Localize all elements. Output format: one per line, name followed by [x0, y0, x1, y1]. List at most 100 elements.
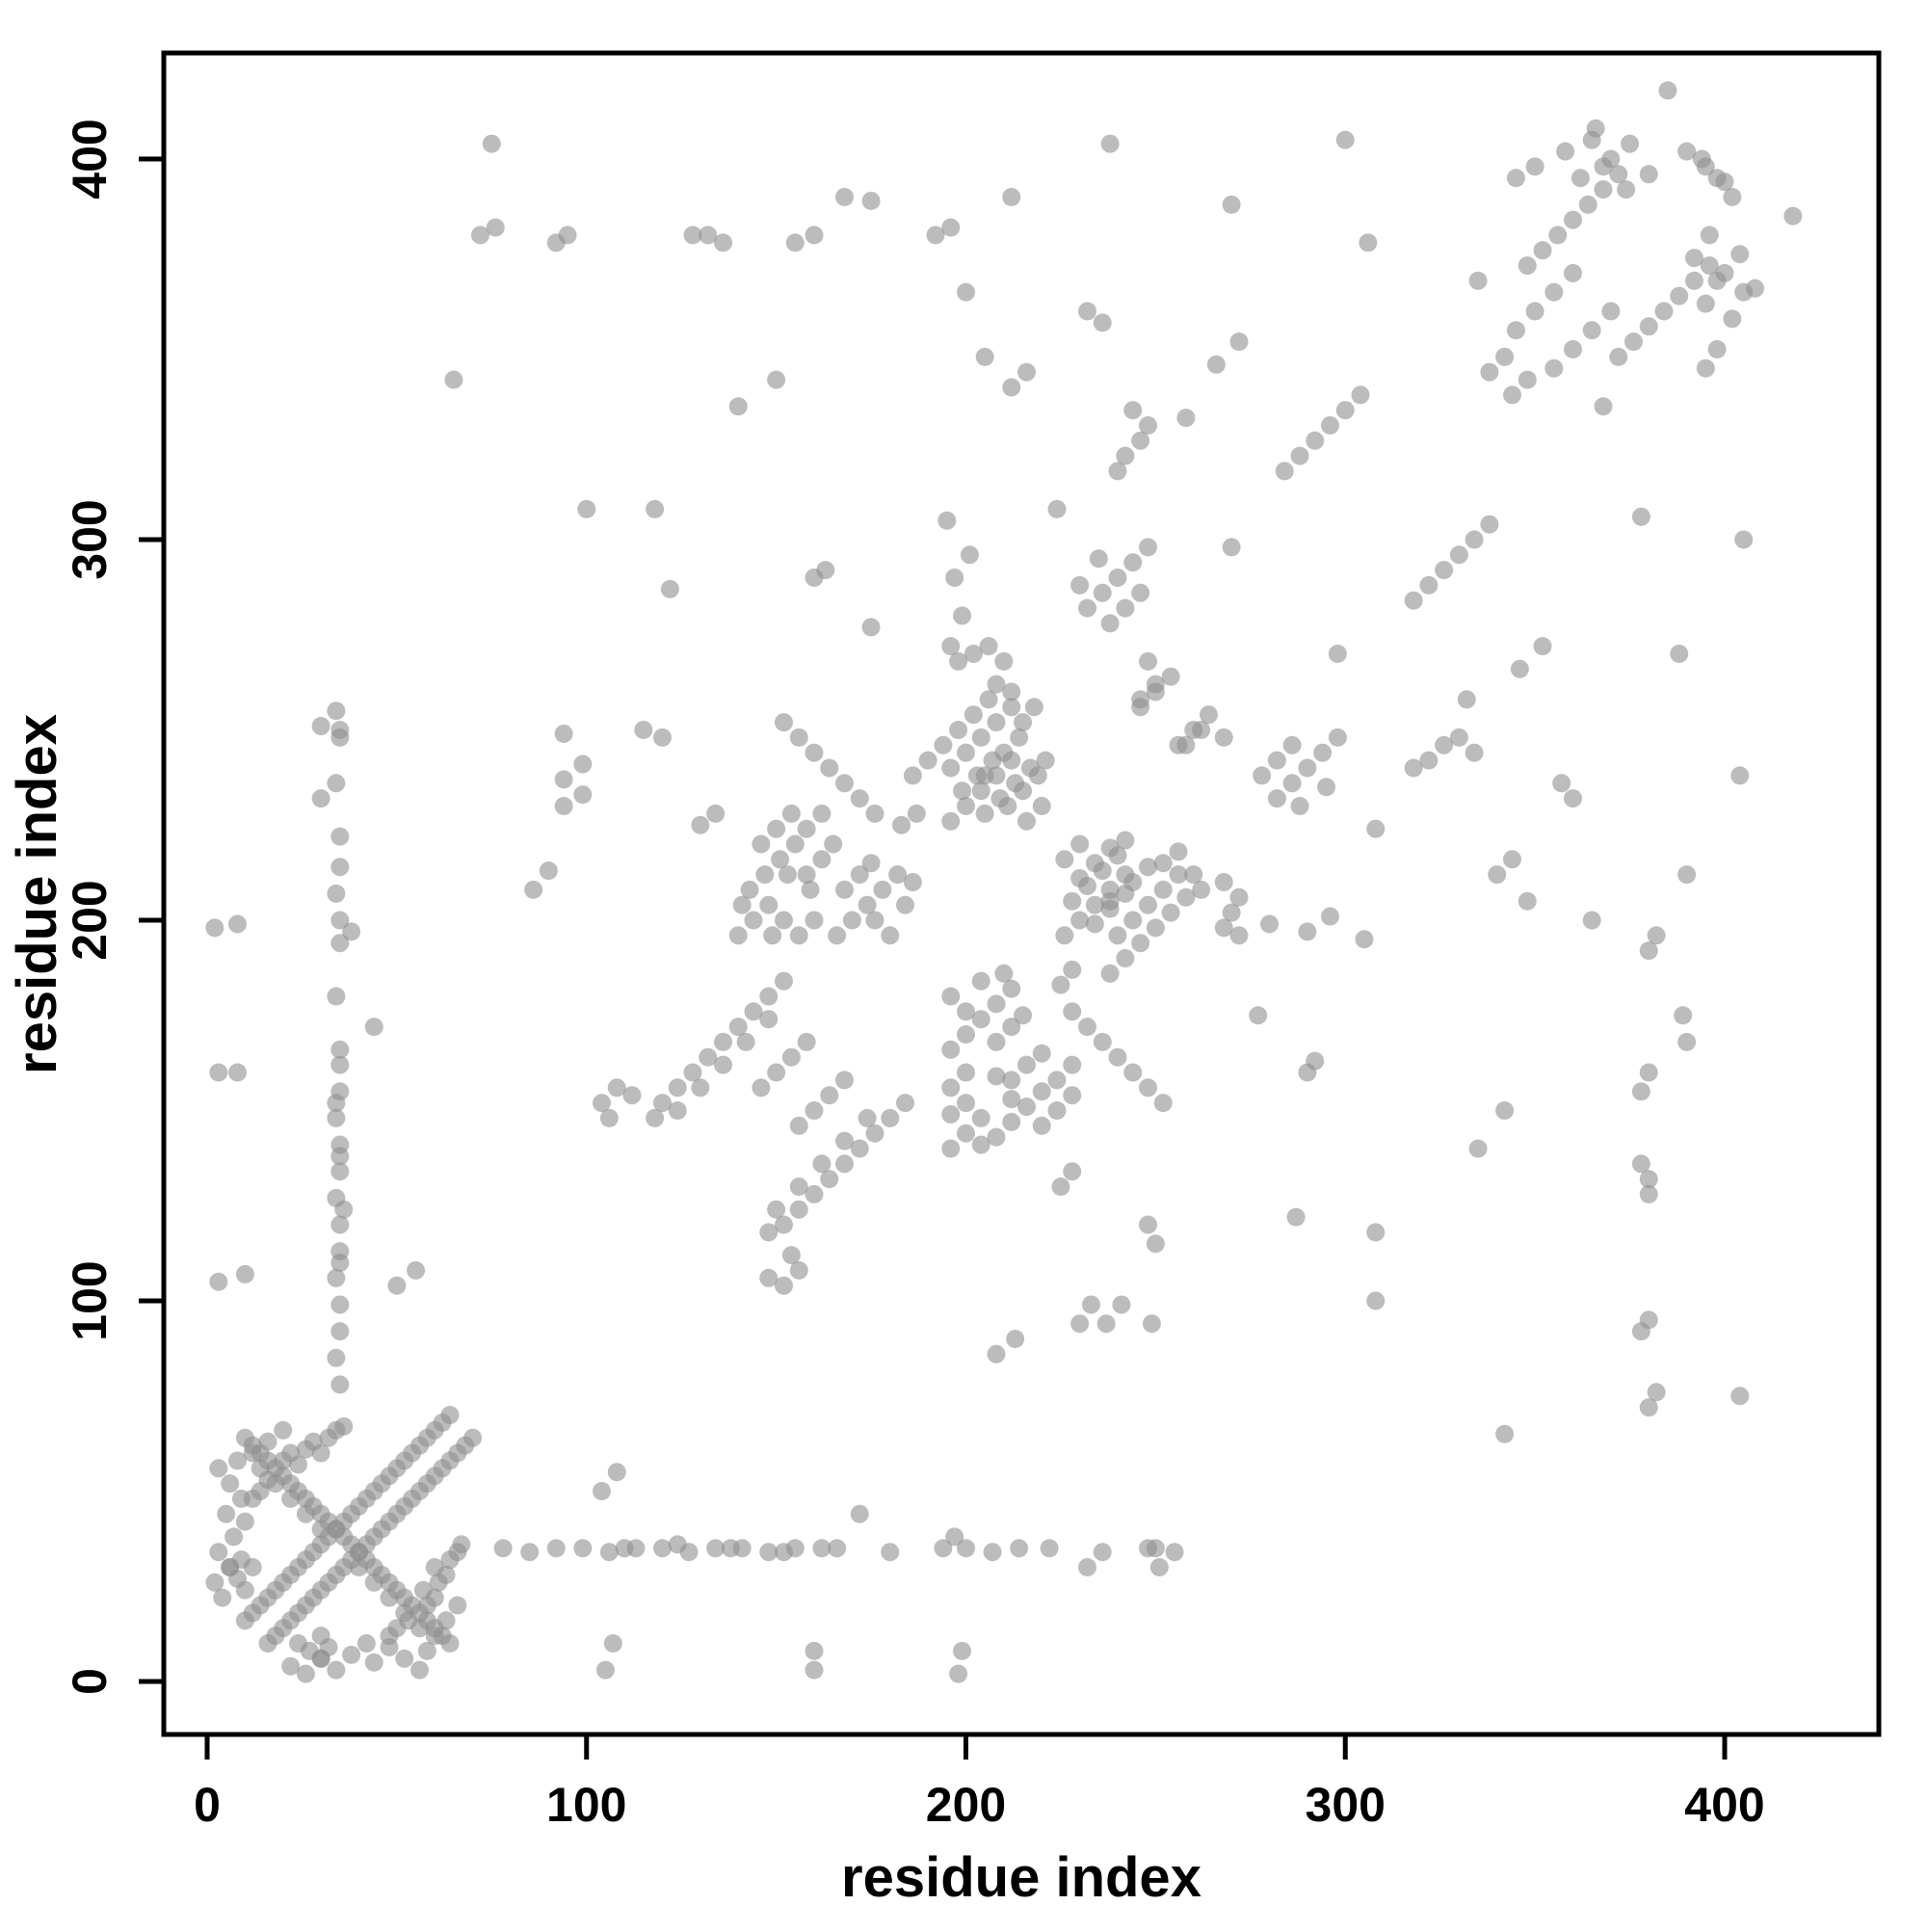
data-point: [228, 1063, 247, 1082]
data-point: [1594, 397, 1613, 416]
data-point: [573, 785, 593, 805]
data-point: [327, 1094, 346, 1113]
data-point: [945, 1527, 964, 1547]
data-point: [949, 651, 968, 671]
data-point: [1594, 180, 1613, 199]
data-point: [1639, 941, 1658, 961]
x-tick-label: 300: [1306, 1778, 1386, 1832]
data-point: [1093, 313, 1112, 332]
data-point: [1419, 575, 1439, 595]
data-point: [1070, 834, 1090, 854]
data-point: [1161, 903, 1180, 922]
data-point: [1707, 271, 1727, 290]
data-point: [1032, 797, 1051, 815]
data-point: [235, 1264, 254, 1284]
data-point: [1366, 1223, 1386, 1242]
data-point: [1085, 895, 1104, 914]
data-point: [941, 1040, 961, 1059]
data-point: [1306, 431, 1325, 450]
data-point: [941, 1078, 961, 1098]
data-point: [622, 1086, 642, 1105]
data-point: [224, 1527, 244, 1547]
data-point: [1328, 645, 1347, 663]
data-point: [1564, 789, 1582, 808]
data-point: [330, 1162, 350, 1181]
data-point: [706, 804, 726, 823]
data-point: [1723, 188, 1742, 206]
data-point: [1229, 887, 1249, 907]
data-point: [789, 1200, 808, 1219]
data-point: [668, 1101, 687, 1120]
data-point: [1206, 355, 1226, 374]
data-point: [554, 770, 573, 789]
data-point: [327, 987, 346, 1006]
data-point: [1139, 1215, 1157, 1234]
data-point: [820, 758, 839, 778]
data-point: [842, 911, 861, 930]
data-point: [1063, 1086, 1082, 1105]
data-point: [1184, 865, 1203, 885]
data-point: [759, 1223, 779, 1242]
data-point: [1510, 659, 1529, 678]
data-point: [296, 1664, 315, 1683]
y-tick-label: 0: [63, 1668, 117, 1695]
data-point: [1032, 1116, 1051, 1135]
data-point: [1670, 645, 1689, 663]
data-point: [1286, 1207, 1306, 1227]
data-point: [1081, 1295, 1100, 1314]
data-point: [1617, 180, 1636, 199]
data-point: [983, 751, 1002, 770]
data-point: [327, 1108, 346, 1127]
data-point: [1621, 134, 1640, 153]
data-point: [330, 911, 350, 930]
data-point: [1321, 416, 1339, 435]
data-point: [311, 1627, 330, 1646]
data-point: [926, 225, 945, 245]
data-point: [1306, 1051, 1325, 1071]
data-point: [1100, 964, 1120, 983]
data-point: [205, 1573, 224, 1592]
data-point: [1586, 119, 1605, 138]
data-point: [785, 233, 805, 252]
data-point: [327, 1348, 346, 1367]
data-point: [828, 926, 847, 945]
data-point: [971, 781, 990, 801]
data-point: [660, 579, 679, 598]
data-point: [1100, 838, 1120, 858]
data-point: [646, 1108, 665, 1127]
data-point: [1063, 1002, 1082, 1021]
data-point: [668, 1535, 687, 1554]
data-point: [330, 1215, 350, 1234]
y-tick-label: 400: [63, 119, 117, 198]
data-point: [554, 724, 573, 743]
data-point: [850, 1139, 869, 1158]
data-point: [330, 1295, 350, 1314]
data-point: [865, 1124, 884, 1143]
data-point: [1078, 1018, 1096, 1037]
data-point: [1313, 743, 1333, 762]
data-point: [1715, 172, 1734, 192]
data-point: [1131, 690, 1150, 709]
data-point: [364, 1573, 383, 1592]
data-point: [812, 1154, 832, 1174]
data-point: [797, 1032, 816, 1051]
data-point: [599, 1108, 619, 1127]
data-point: [1214, 728, 1233, 747]
data-point: [1070, 869, 1090, 888]
data-point: [1108, 569, 1127, 587]
data-point: [1457, 690, 1476, 709]
data-point: [1040, 1539, 1059, 1558]
data-point: [1063, 891, 1082, 911]
data-point: [327, 1268, 346, 1287]
data-point: [759, 1543, 779, 1562]
data-point: [1123, 1063, 1143, 1082]
data-point: [903, 873, 922, 891]
plot-box: [161, 50, 1882, 1737]
data-point: [1564, 210, 1582, 229]
data-point: [1214, 873, 1233, 891]
data-point: [209, 1543, 228, 1562]
data-point: [1222, 903, 1241, 922]
data-point: [881, 1543, 900, 1562]
data-point: [327, 774, 346, 793]
data-point: [1051, 1178, 1070, 1196]
